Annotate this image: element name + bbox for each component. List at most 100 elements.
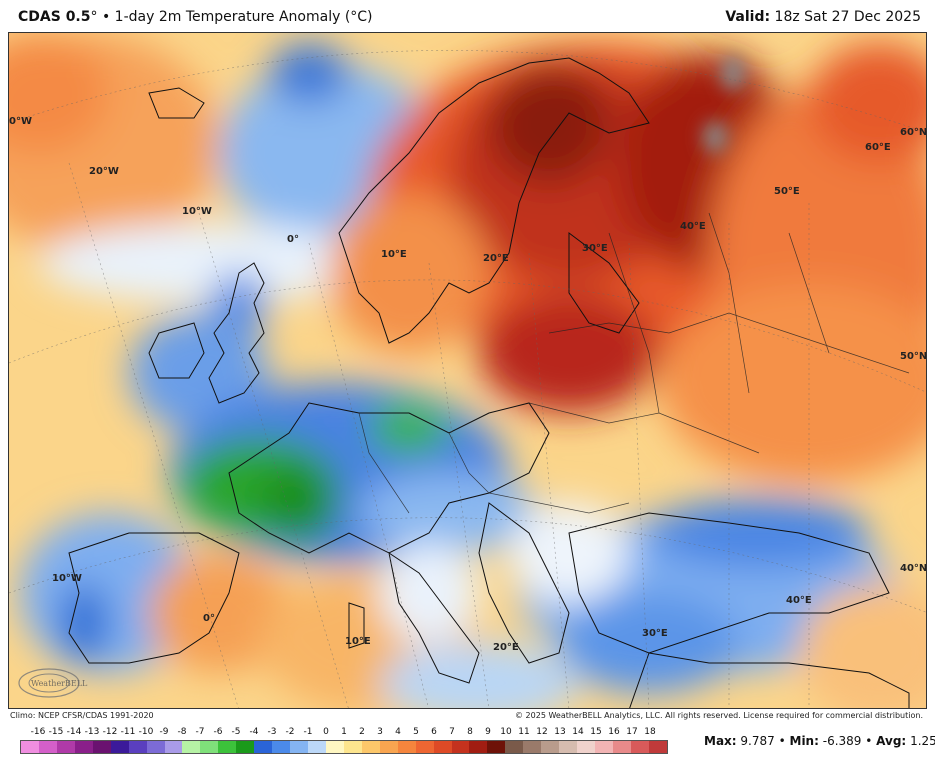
legend-swatch xyxy=(308,741,326,753)
legend-swatch xyxy=(487,741,506,753)
stats-sep: • xyxy=(865,734,873,748)
max-value: 9.787 xyxy=(740,734,775,748)
legend-swatch xyxy=(74,741,93,753)
legend-swatch xyxy=(272,741,291,753)
legend-swatch xyxy=(415,741,434,753)
avg-label: Avg: xyxy=(876,734,907,748)
legend-label: -9 xyxy=(159,727,169,737)
min-value: -6.389 xyxy=(822,734,862,748)
legend-label: -15 xyxy=(48,727,64,737)
legend-swatch xyxy=(110,741,129,753)
legend-label: 6 xyxy=(431,727,437,737)
lon-label: 40°E xyxy=(680,221,706,232)
lat-label: 50°N xyxy=(900,351,927,362)
legend-label: 16 xyxy=(608,727,620,737)
legend-label: -2 xyxy=(285,727,295,737)
grey-patches xyxy=(703,55,745,153)
copyright-note: © 2025 WeatherBELL Analytics, LLC. All r… xyxy=(515,711,923,720)
lon-label: 20°E xyxy=(483,253,509,264)
map-canvas: 0°W 20°W 10°W 0° 10°E 20°E 30°E 40°E 50°… xyxy=(9,33,927,708)
legend-swatch xyxy=(648,741,667,753)
legend-label: 14 xyxy=(572,727,584,737)
legend-swatch xyxy=(379,741,398,753)
legend-label: 9 xyxy=(485,727,491,737)
legend-swatch xyxy=(451,741,470,753)
legend-swatch xyxy=(397,741,416,753)
lon-label: 50°E xyxy=(774,186,800,197)
legend-swatch xyxy=(200,741,219,753)
lon-label: 40°E xyxy=(786,595,812,606)
legend-label: -13 xyxy=(84,727,100,737)
legend-label: -6 xyxy=(213,727,223,737)
legend-label: -16 xyxy=(30,727,46,737)
legend-label: -5 xyxy=(231,727,241,737)
legend-label: 11 xyxy=(518,727,530,737)
lat-label: 60°N xyxy=(900,127,927,138)
legend-label: 13 xyxy=(554,727,566,737)
weatherbell-logo: WeatherBELL xyxy=(18,668,88,698)
lon-label: 20°W xyxy=(89,166,119,177)
legend-label: 10 xyxy=(500,727,512,737)
climo-note: Climo: NCEP CFSR/CDAS 1991-2020 xyxy=(10,711,154,720)
legend-label: -14 xyxy=(66,727,82,737)
legend-label: 1 xyxy=(341,727,347,737)
lon-label: 30°E xyxy=(582,243,608,254)
legend-label: -1 xyxy=(303,727,313,737)
legend-label: 2 xyxy=(359,727,365,737)
lon-label: 0°W xyxy=(9,116,32,127)
legend-swatch xyxy=(469,741,488,753)
legend-label: -8 xyxy=(177,727,187,737)
legend-label: -12 xyxy=(102,727,118,737)
lon-label: 10°W xyxy=(52,573,82,584)
legend-label: -3 xyxy=(267,727,277,737)
product-title: 1-day 2m Temperature Anomaly (°C) xyxy=(114,9,373,25)
legend-label: 4 xyxy=(395,727,401,737)
degree-symbol: ° xyxy=(90,9,98,25)
legend-label: -4 xyxy=(249,727,259,737)
legend-swatch xyxy=(290,741,308,753)
legend-label: 12 xyxy=(536,727,548,737)
legend-label: 15 xyxy=(590,727,602,737)
anomaly-field xyxy=(9,33,926,708)
legend-swatch xyxy=(630,741,649,753)
legend-swatch xyxy=(128,741,147,753)
legend-label: 5 xyxy=(413,727,419,737)
color-legend: -16 -15 -14 -13 -12 -11 -10 -9 -8 -7 -6 -5 -4 -3 -2 -1 0… xyxy=(20,727,668,757)
legend-swatch xyxy=(325,741,344,753)
header: CDAS 0.5° • 1-day 2m Temperature Anomaly… xyxy=(0,0,935,32)
legend-swatch xyxy=(182,741,201,753)
legend-swatch xyxy=(21,741,39,753)
legend-label: 7 xyxy=(449,727,455,737)
lon-label: 30°E xyxy=(642,628,668,639)
legend-swatch xyxy=(505,741,524,753)
legend-swatch xyxy=(164,741,183,753)
lon-label: 0° xyxy=(203,613,215,624)
lon-label: 60°E xyxy=(865,142,891,153)
legend-swatch xyxy=(559,741,578,753)
legend-swatch xyxy=(361,741,380,753)
field-stats: Max: 9.787 • Min: -6.389 • Avg: 1.251 xyxy=(704,734,935,748)
watermark-text: WeatherBELL xyxy=(31,679,88,688)
min-label: Min: xyxy=(789,734,819,748)
legend-swatch xyxy=(541,741,560,753)
lon-label: 0° xyxy=(287,234,299,245)
legend-swatch xyxy=(523,741,542,753)
valid-time: Valid: 18z Sat 27 Dec 2025 xyxy=(725,9,921,25)
lon-label: 10°W xyxy=(182,206,212,217)
stats-sep: • xyxy=(778,734,786,748)
legend-label: 0 xyxy=(323,727,329,737)
graticule-labels: 0°W 20°W 10°W 0° 10°E 20°E 30°E 40°E 50°… xyxy=(9,116,927,653)
valid-value: 18z Sat 27 Dec 2025 xyxy=(774,9,921,25)
legend-swatch xyxy=(343,741,362,753)
legend-label: -10 xyxy=(138,727,154,737)
valid-label: Valid: xyxy=(725,9,771,25)
legend-swatch xyxy=(56,741,75,753)
legend-labels: -16 -15 -14 -13 -12 -11 -10 -9 -8 -7 -6 -5 -4 -3 -2 -1 0… xyxy=(20,727,668,739)
legend-label: 3 xyxy=(377,727,383,737)
legend-swatch xyxy=(595,741,613,753)
legend-swatch xyxy=(146,741,165,753)
legend-label: 8 xyxy=(467,727,473,737)
lon-label: 10°E xyxy=(381,249,407,260)
legend-label: -7 xyxy=(195,727,205,737)
legend-swatch xyxy=(218,741,237,753)
